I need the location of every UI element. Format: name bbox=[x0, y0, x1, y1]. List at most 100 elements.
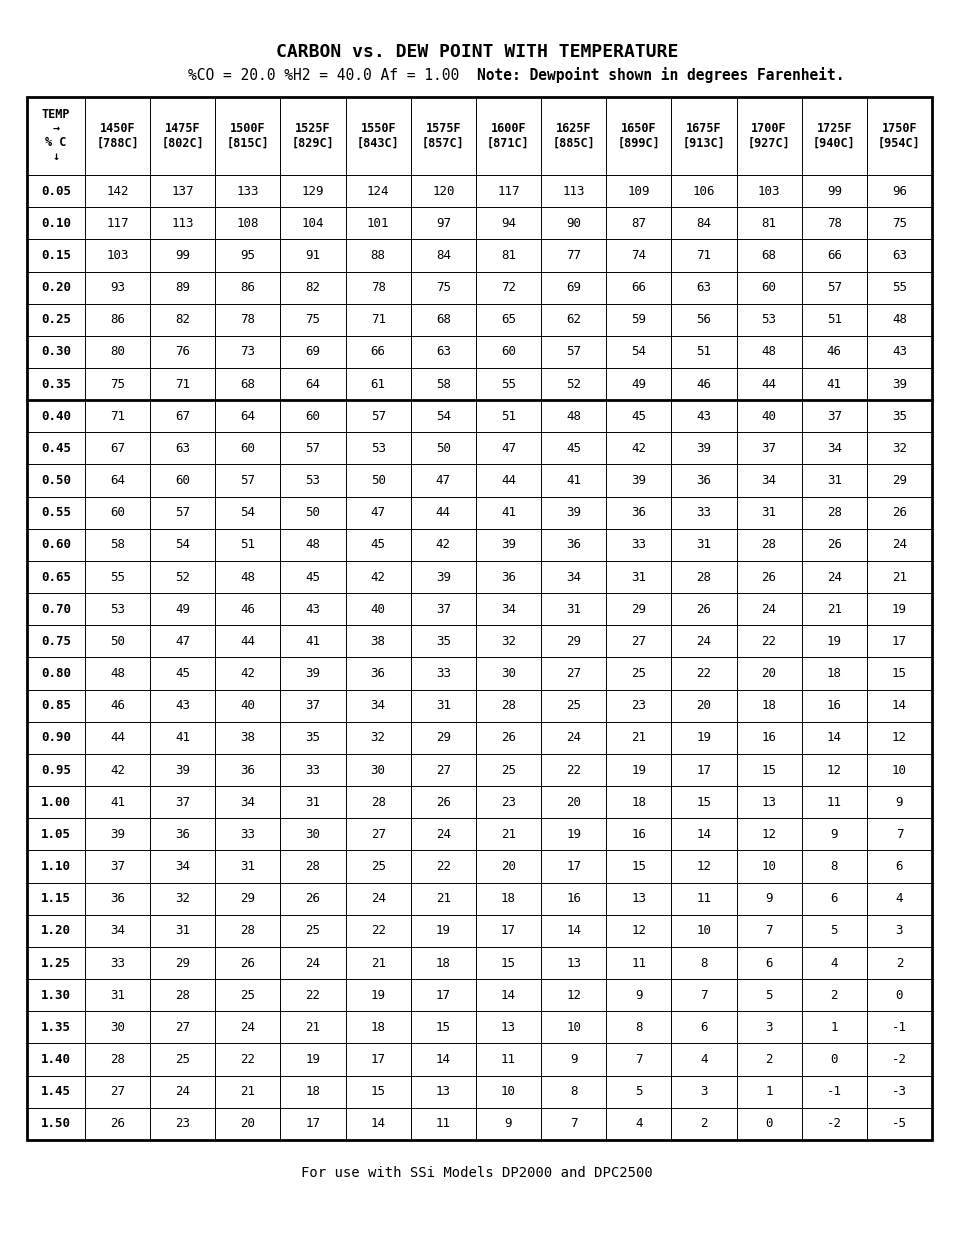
Text: 37: 37 bbox=[436, 603, 451, 616]
Text: 0.30: 0.30 bbox=[41, 346, 71, 358]
Text: 17: 17 bbox=[891, 635, 906, 648]
Text: 60: 60 bbox=[305, 410, 320, 422]
Text: 37: 37 bbox=[175, 795, 190, 809]
Text: 9: 9 bbox=[635, 989, 642, 1002]
Text: 44: 44 bbox=[110, 731, 125, 745]
Text: 48: 48 bbox=[305, 538, 320, 551]
Text: 38: 38 bbox=[240, 731, 255, 745]
Text: 31: 31 bbox=[305, 795, 320, 809]
Text: 24: 24 bbox=[240, 1021, 255, 1034]
Text: %CO = 20.0 %H2 = 40.0 Af = 1.00: %CO = 20.0 %H2 = 40.0 Af = 1.00 bbox=[188, 68, 476, 83]
Text: 34: 34 bbox=[110, 925, 125, 937]
Text: 67: 67 bbox=[110, 442, 125, 454]
Text: 39: 39 bbox=[305, 667, 320, 680]
Text: 31: 31 bbox=[696, 538, 711, 551]
Text: 33: 33 bbox=[240, 827, 255, 841]
Text: 41: 41 bbox=[110, 795, 125, 809]
Text: 27: 27 bbox=[371, 827, 385, 841]
Text: 42: 42 bbox=[110, 763, 125, 777]
Text: 20: 20 bbox=[500, 860, 516, 873]
Text: 22: 22 bbox=[565, 763, 580, 777]
Text: 41: 41 bbox=[826, 378, 841, 390]
Text: 4: 4 bbox=[700, 1053, 707, 1066]
Text: 41: 41 bbox=[500, 506, 516, 519]
Text: 26: 26 bbox=[760, 571, 776, 584]
Text: 71: 71 bbox=[175, 378, 190, 390]
Text: 93: 93 bbox=[110, 282, 125, 294]
Text: 50: 50 bbox=[436, 442, 451, 454]
Text: 69: 69 bbox=[565, 282, 580, 294]
Text: For use with SSi Models DP2000 and DPC2500: For use with SSi Models DP2000 and DPC25… bbox=[301, 1166, 652, 1179]
Text: 60: 60 bbox=[175, 474, 190, 487]
Text: 103: 103 bbox=[106, 249, 129, 262]
Text: 32: 32 bbox=[500, 635, 516, 648]
Text: 4: 4 bbox=[635, 1118, 642, 1130]
Text: 113: 113 bbox=[172, 217, 193, 230]
Text: 18: 18 bbox=[371, 1021, 385, 1034]
Text: 36: 36 bbox=[371, 667, 385, 680]
Text: -1: -1 bbox=[826, 1086, 841, 1098]
Text: 57: 57 bbox=[371, 410, 385, 422]
Text: 19: 19 bbox=[371, 989, 385, 1002]
Text: 41: 41 bbox=[305, 635, 320, 648]
Text: 13: 13 bbox=[436, 1086, 451, 1098]
Text: 0.65: 0.65 bbox=[41, 571, 71, 584]
Text: % C: % C bbox=[45, 137, 67, 149]
Text: 27: 27 bbox=[565, 667, 580, 680]
Text: 39: 39 bbox=[110, 827, 125, 841]
Text: 94: 94 bbox=[500, 217, 516, 230]
Text: 97: 97 bbox=[436, 217, 451, 230]
Text: 40: 40 bbox=[760, 410, 776, 422]
Text: 43: 43 bbox=[891, 346, 906, 358]
Text: 54: 54 bbox=[240, 506, 255, 519]
Text: 10: 10 bbox=[500, 1086, 516, 1098]
Text: 19: 19 bbox=[436, 925, 451, 937]
Text: 27: 27 bbox=[631, 635, 645, 648]
Text: [954C]: [954C] bbox=[877, 137, 920, 149]
Text: 38: 38 bbox=[371, 635, 385, 648]
Text: 78: 78 bbox=[240, 314, 255, 326]
Text: 1650F: 1650F bbox=[620, 122, 656, 136]
Text: 47: 47 bbox=[500, 442, 516, 454]
Text: 103: 103 bbox=[757, 184, 780, 198]
Text: [940C]: [940C] bbox=[812, 137, 855, 149]
Text: 71: 71 bbox=[110, 410, 125, 422]
Text: 28: 28 bbox=[175, 989, 190, 1002]
Text: 10: 10 bbox=[565, 1021, 580, 1034]
Text: 11: 11 bbox=[500, 1053, 516, 1066]
Text: 1.00: 1.00 bbox=[41, 795, 71, 809]
Text: [885C]: [885C] bbox=[552, 137, 595, 149]
Text: 10: 10 bbox=[760, 860, 776, 873]
Text: 0.20: 0.20 bbox=[41, 282, 71, 294]
Text: 31: 31 bbox=[110, 989, 125, 1002]
Text: 43: 43 bbox=[305, 603, 320, 616]
Text: 26: 26 bbox=[891, 506, 906, 519]
Text: [913C]: [913C] bbox=[681, 137, 724, 149]
Text: 28: 28 bbox=[826, 506, 841, 519]
Text: →: → bbox=[52, 122, 59, 136]
Text: 24: 24 bbox=[760, 603, 776, 616]
Text: 0.95: 0.95 bbox=[41, 763, 71, 777]
Text: 26: 26 bbox=[240, 957, 255, 969]
Text: 45: 45 bbox=[565, 442, 580, 454]
Text: 14: 14 bbox=[371, 1118, 385, 1130]
Text: 18: 18 bbox=[826, 667, 841, 680]
Text: 109: 109 bbox=[627, 184, 649, 198]
Text: 30: 30 bbox=[110, 1021, 125, 1034]
Text: 1.20: 1.20 bbox=[41, 925, 71, 937]
Text: 63: 63 bbox=[436, 346, 451, 358]
Text: 2: 2 bbox=[830, 989, 837, 1002]
Text: 8: 8 bbox=[635, 1021, 642, 1034]
Text: 26: 26 bbox=[500, 731, 516, 745]
Text: 7: 7 bbox=[764, 925, 772, 937]
Text: ↓: ↓ bbox=[52, 151, 59, 163]
Text: 14: 14 bbox=[436, 1053, 451, 1066]
Text: 10: 10 bbox=[891, 763, 906, 777]
Text: 46: 46 bbox=[696, 378, 711, 390]
Text: 27: 27 bbox=[436, 763, 451, 777]
Text: 9: 9 bbox=[504, 1118, 512, 1130]
Text: 1.50: 1.50 bbox=[41, 1118, 71, 1130]
Text: 28: 28 bbox=[110, 1053, 125, 1066]
Text: 22: 22 bbox=[760, 635, 776, 648]
Text: 28: 28 bbox=[696, 571, 711, 584]
